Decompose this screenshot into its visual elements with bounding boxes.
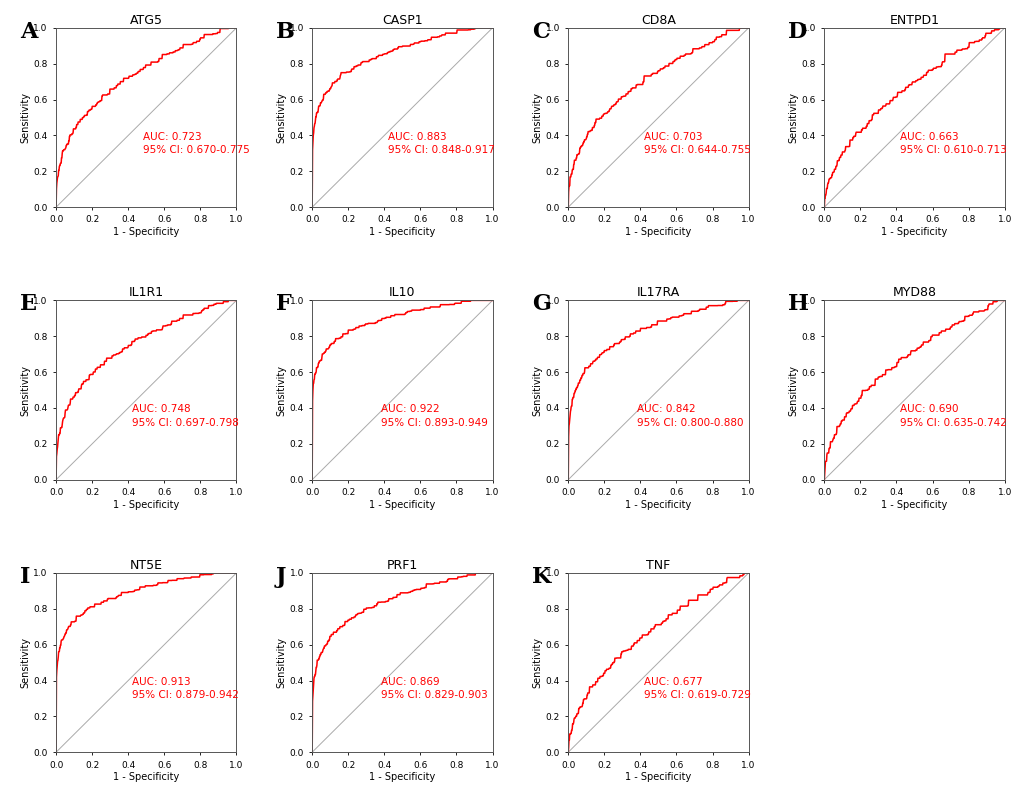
Text: AUC: 0.748
95% CI: 0.697-0.798: AUC: 0.748 95% CI: 0.697-0.798 [131,404,238,427]
Text: G: G [532,293,550,315]
Y-axis label: Sensitivity: Sensitivity [788,92,798,143]
Y-axis label: Sensitivity: Sensitivity [788,365,798,416]
Title: NT5E: NT5E [129,559,163,572]
Y-axis label: Sensitivity: Sensitivity [532,637,542,688]
X-axis label: 1 - Specificity: 1 - Specificity [880,228,947,237]
X-axis label: 1 - Specificity: 1 - Specificity [625,500,691,509]
Text: AUC: 0.663
95% CI: 0.610-0.713: AUC: 0.663 95% CI: 0.610-0.713 [899,132,1006,155]
Title: PRF1: PRF1 [386,559,418,572]
Title: CASP1: CASP1 [382,14,422,27]
Title: ENTPD1: ENTPD1 [889,14,938,27]
Text: F: F [276,293,291,315]
Text: D: D [788,21,807,43]
X-axis label: 1 - Specificity: 1 - Specificity [625,772,691,782]
Text: AUC: 0.913
95% CI: 0.879-0.942: AUC: 0.913 95% CI: 0.879-0.942 [131,677,238,700]
Title: CD8A: CD8A [640,14,676,27]
Text: AUC: 0.883
95% CI: 0.848-0.917: AUC: 0.883 95% CI: 0.848-0.917 [387,132,494,155]
Title: IL17RA: IL17RA [636,287,680,299]
X-axis label: 1 - Specificity: 1 - Specificity [369,500,435,509]
Text: AUC: 0.723
95% CI: 0.670-0.775: AUC: 0.723 95% CI: 0.670-0.775 [143,132,250,155]
Text: AUC: 0.869
95% CI: 0.829-0.903: AUC: 0.869 95% CI: 0.829-0.903 [380,677,487,700]
X-axis label: 1 - Specificity: 1 - Specificity [369,228,435,237]
X-axis label: 1 - Specificity: 1 - Specificity [113,228,179,237]
Y-axis label: Sensitivity: Sensitivity [276,92,286,143]
X-axis label: 1 - Specificity: 1 - Specificity [113,500,179,509]
Text: B: B [276,21,294,43]
X-axis label: 1 - Specificity: 1 - Specificity [113,772,179,782]
X-axis label: 1 - Specificity: 1 - Specificity [880,500,947,509]
Text: AUC: 0.690
95% CI: 0.635-0.742: AUC: 0.690 95% CI: 0.635-0.742 [899,404,1006,427]
Title: IL1R1: IL1R1 [128,287,164,299]
X-axis label: 1 - Specificity: 1 - Specificity [369,772,435,782]
Text: AUC: 0.922
95% CI: 0.893-0.949: AUC: 0.922 95% CI: 0.893-0.949 [380,404,487,427]
Y-axis label: Sensitivity: Sensitivity [532,365,542,416]
X-axis label: 1 - Specificity: 1 - Specificity [625,228,691,237]
Text: C: C [532,21,549,43]
Y-axis label: Sensitivity: Sensitivity [20,637,31,688]
Y-axis label: Sensitivity: Sensitivity [276,365,286,416]
Title: ATG5: ATG5 [129,14,163,27]
Title: TNF: TNF [646,559,669,572]
Y-axis label: Sensitivity: Sensitivity [276,637,286,688]
Y-axis label: Sensitivity: Sensitivity [532,92,542,143]
Text: AUC: 0.677
95% CI: 0.619-0.729: AUC: 0.677 95% CI: 0.619-0.729 [643,677,750,700]
Y-axis label: Sensitivity: Sensitivity [20,92,31,143]
Text: I: I [20,566,31,587]
Text: AUC: 0.703
95% CI: 0.644-0.755: AUC: 0.703 95% CI: 0.644-0.755 [643,132,750,155]
Y-axis label: Sensitivity: Sensitivity [20,365,31,416]
Text: K: K [532,566,551,587]
Title: MYD88: MYD88 [892,287,935,299]
Text: J: J [276,566,286,587]
Text: H: H [788,293,808,315]
Text: AUC: 0.842
95% CI: 0.800-0.880: AUC: 0.842 95% CI: 0.800-0.880 [636,404,743,427]
Text: A: A [20,21,38,43]
Title: IL10: IL10 [388,287,415,299]
Text: E: E [20,293,37,315]
